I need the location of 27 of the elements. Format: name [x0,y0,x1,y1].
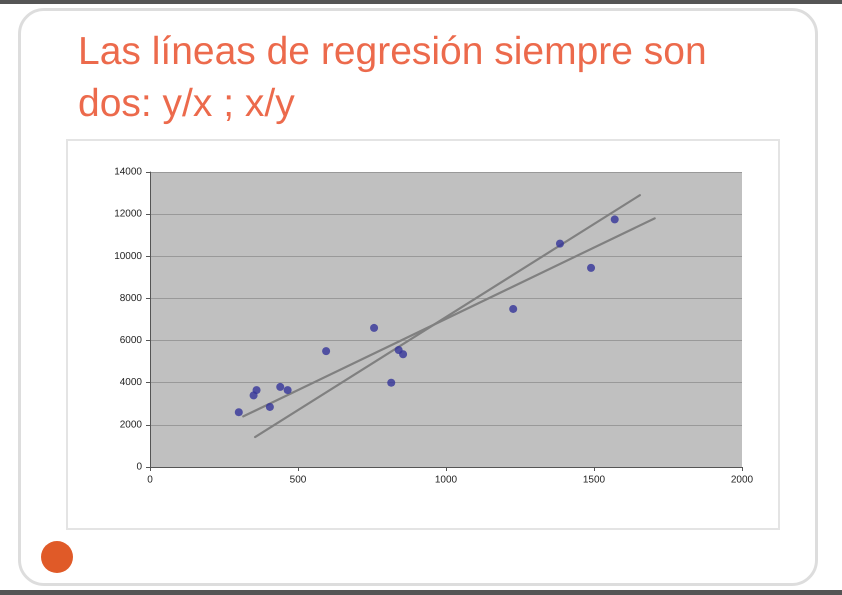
x-tick-label: 0 [147,474,154,486]
x-tick-label: 2000 [730,474,754,486]
point [252,386,261,394]
point [370,324,378,332]
chart-title: Las líneas de regresión siempre son dos: y/x ; x/y [78,29,708,127]
point [322,347,330,356]
point [284,386,292,394]
y-tick-label: 0 [136,462,142,472]
x-tick-label: 1000 [434,474,458,486]
point [266,402,274,411]
y-tick-label: 10000 [114,250,142,262]
point [234,408,243,416]
point [556,240,564,248]
y-tick-label: 2000 [120,419,142,430]
y-tick-label: 12000 [114,208,142,220]
y-tick-label: 14000 [114,166,142,178]
y-tick-label: 4000 [120,377,142,388]
point [610,215,619,224]
y-tick-label: 6000 [120,335,142,346]
y-tick-label: 8000 [120,292,142,304]
x-tick-label: 500 [290,474,307,486]
x-tick-label: 1500 [582,474,606,486]
point [276,382,284,391]
point [587,264,596,272]
point [387,378,396,387]
point [509,304,518,313]
point [399,350,408,358]
